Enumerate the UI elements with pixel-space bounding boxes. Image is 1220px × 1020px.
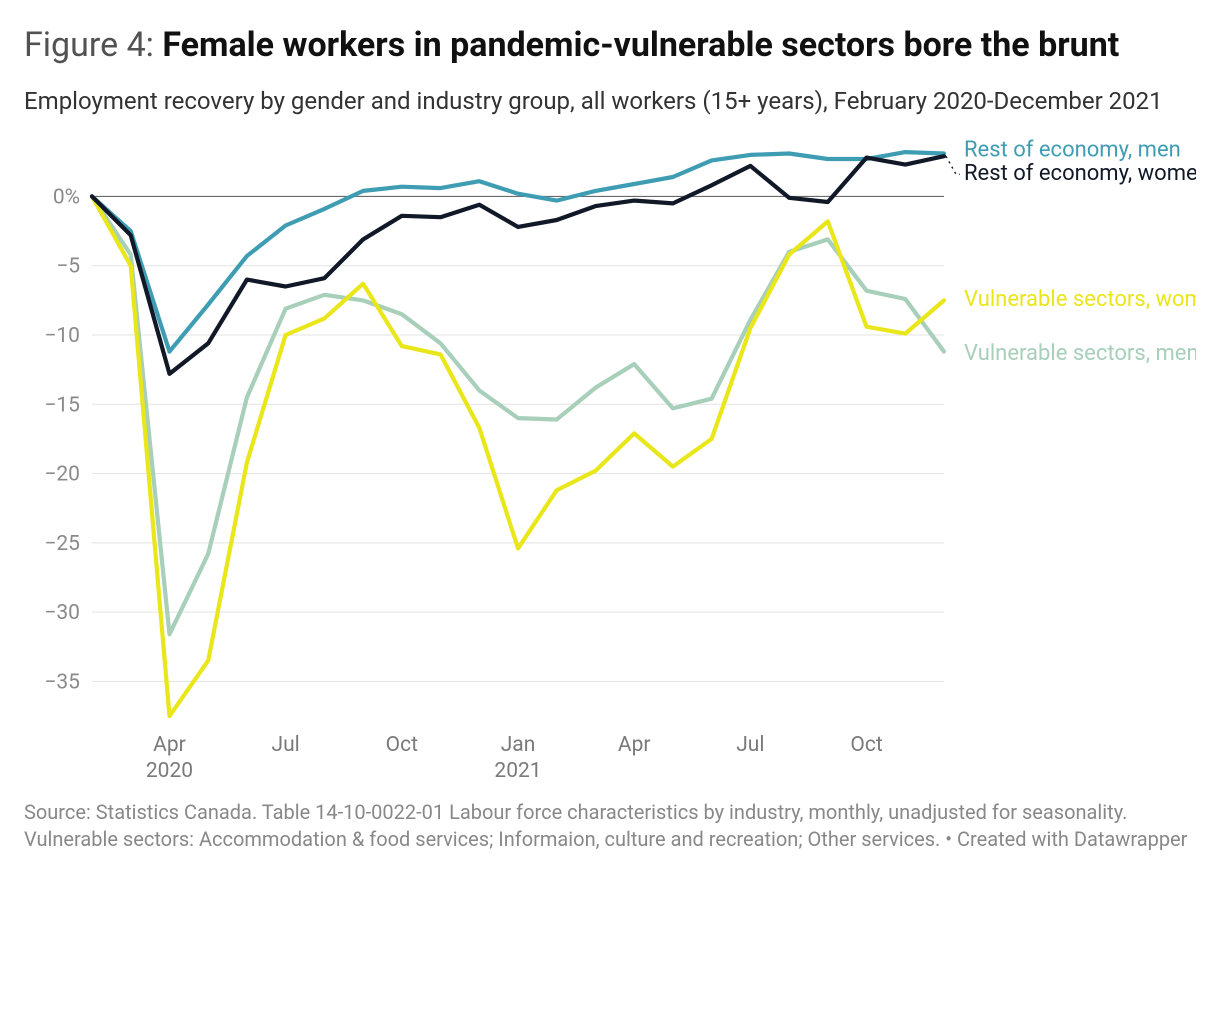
series-label-rest_men: Rest of economy, men <box>964 137 1181 162</box>
y-tick-label: −25 <box>44 532 80 556</box>
series-label-vuln_men: Vulnerable sectors, men <box>964 341 1196 366</box>
figure-number: Figure 4: <box>24 25 154 65</box>
series-vuln_women <box>92 196 944 716</box>
x-tick-label: 2020 <box>146 759 193 783</box>
y-tick-label: −35 <box>44 670 80 694</box>
y-tick-label: −5 <box>56 255 80 279</box>
figure-source: Source: Statistics Canada. Table 14-10-0… <box>24 799 1196 853</box>
figure-root: Figure 4: Female workers in pandemic-vul… <box>0 0 1220 1020</box>
leader-rest_women <box>946 156 960 174</box>
figure-subtitle: Employment recovery by gender and indust… <box>24 85 1196 117</box>
x-tick-label: Jan <box>501 733 536 757</box>
x-tick-label: Apr <box>618 733 651 757</box>
series-vuln_men <box>92 196 944 634</box>
y-tick-label: −30 <box>44 601 80 625</box>
x-tick-label: 2021 <box>494 759 541 783</box>
figure-title: Figure 4: Female workers in pandemic-vul… <box>24 24 1196 67</box>
figure-heading: Female workers in pandemic-vulnerable se… <box>162 25 1119 65</box>
line-chart: 0%−5−10−15−20−25−30−35Apr2020JulOctJan20… <box>24 125 1196 785</box>
series-label-rest_women: Rest of economy, women <box>964 161 1196 186</box>
x-tick-label: Oct <box>386 733 418 757</box>
x-tick-label: Oct <box>850 733 882 757</box>
y-tick-label: −10 <box>44 324 80 348</box>
chart-svg: 0%−5−10−15−20−25−30−35Apr2020JulOctJan20… <box>24 125 1196 785</box>
y-tick-label: −15 <box>44 393 80 417</box>
series-label-vuln_women: Vulnerable sectors, women <box>964 287 1196 312</box>
y-tick-label: 0% <box>53 185 80 209</box>
x-tick-label: Jul <box>271 733 299 757</box>
y-tick-label: −20 <box>44 462 80 486</box>
x-tick-label: Jul <box>736 733 764 757</box>
series-rest_women <box>92 156 944 374</box>
x-tick-label: Apr <box>153 733 186 757</box>
